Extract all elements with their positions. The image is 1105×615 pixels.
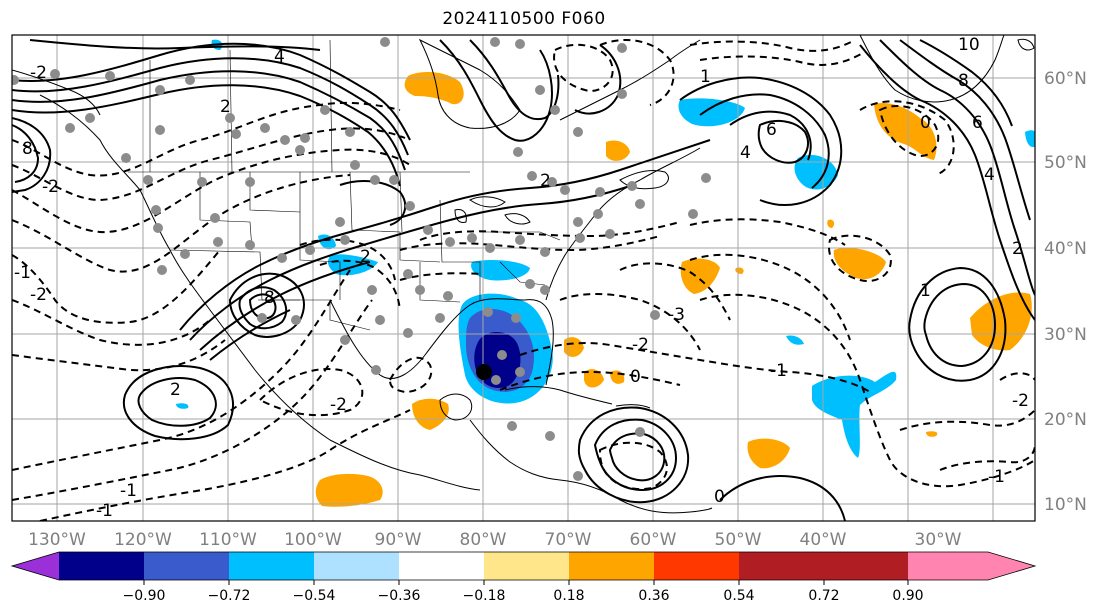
colorbar-tick: 0.90 <box>892 588 923 604</box>
solid-contours <box>12 39 1035 521</box>
colorbar-tick: −0.72 <box>208 588 251 604</box>
contour-labels: 4 2 -2 2 8 6 4 10 8 6 4 2 2 -1 -1 -2 -3 … <box>14 35 1029 521</box>
contour-label: 0 <box>920 113 931 133</box>
lon-label: 70°W <box>545 530 592 550</box>
lon-label: 60°W <box>630 530 677 550</box>
contour-label: -2 <box>1012 391 1029 411</box>
contour-label: 0 <box>714 487 725 507</box>
lon-label: 110°W <box>199 530 257 550</box>
colorbar-extend-low <box>12 552 59 580</box>
contour-label: 2 <box>220 97 231 117</box>
lat-label: 20°N <box>1044 410 1087 430</box>
dashed-contours <box>12 39 1035 521</box>
political-borders <box>128 39 561 331</box>
lat-label: 30°N <box>1044 325 1087 345</box>
station-dots <box>12 37 711 481</box>
map-title: 2024110500 F060 <box>442 9 606 29</box>
coastlines <box>12 35 1035 514</box>
contour-label: -3 <box>668 305 685 325</box>
colorbar-segment <box>569 552 654 580</box>
contour-label: 4 <box>984 165 995 185</box>
colorbar-tick: 0.72 <box>808 588 839 604</box>
lat-label: 50°N <box>1044 153 1087 173</box>
contour-label: -2 <box>30 63 47 83</box>
contour-label: 8 <box>958 71 969 91</box>
contour-label: 4 <box>740 143 751 163</box>
lon-label: 120°W <box>114 530 172 550</box>
colorbar-segment <box>314 552 399 580</box>
colorbar-segment <box>484 552 569 580</box>
lon-label: 80°W <box>460 530 507 550</box>
contour-label: 1 <box>920 281 931 301</box>
colorbar-extend-high <box>988 552 1035 580</box>
lat-label: 10°N <box>1044 495 1087 515</box>
contour-label: -1 <box>96 501 113 521</box>
contour-label: 2 <box>170 380 181 400</box>
colorbar-segment <box>824 552 908 580</box>
contour-label: 10 <box>958 35 980 55</box>
longitude-labels: 130°W 120°W 110°W 100°W 90°W 80°W 70°W 6… <box>28 530 962 550</box>
contour-label: 4 <box>274 47 285 67</box>
contour-label: -2 <box>30 285 47 305</box>
colorbar-segment <box>739 552 824 580</box>
colorbar-tick: −0.36 <box>378 588 421 604</box>
contour-label: 0 <box>630 367 641 387</box>
colorbar-tick: −0.18 <box>463 588 506 604</box>
contour-label: -2 <box>330 395 347 415</box>
colorbar-segment <box>144 552 229 580</box>
colorbar-outline <box>10 551 1037 581</box>
colorbar: −0.90 −0.72 −0.54 −0.36 −0.18 0.18 0.36 … <box>10 551 1037 604</box>
map-frame <box>11 34 1036 522</box>
contour-label: -1 <box>988 467 1005 487</box>
lat-label: 60°N <box>1044 69 1087 89</box>
contour-label: -2 <box>632 335 649 355</box>
contour-label: -2 <box>42 177 59 197</box>
contour-label: 2 <box>1012 239 1023 259</box>
lon-label: 30°W <box>915 530 962 550</box>
colorbar-segment <box>654 552 739 580</box>
colorbar-tick: 0.18 <box>553 588 584 604</box>
colorbar-segment <box>399 552 484 580</box>
colorbar-tick: 0.54 <box>723 588 754 604</box>
colorbar-segment <box>908 552 988 580</box>
lon-label: 130°W <box>28 530 86 550</box>
latitude-labels: 10°N 20°N 30°N 40°N 50°N 60°N <box>1044 69 1087 515</box>
contour-label: 2 <box>540 171 551 191</box>
colorbar-segment <box>229 552 314 580</box>
colorbar-segment <box>59 552 144 580</box>
contour-label: -1 <box>120 481 137 501</box>
contour-label: 8 <box>264 288 275 308</box>
contour-label: -1 <box>770 361 787 381</box>
colorbar-tick: −0.54 <box>293 588 336 604</box>
colorbar-tick: −0.90 <box>123 588 166 604</box>
contour-label: 1 <box>700 67 711 87</box>
lon-label: 90°W <box>375 530 422 550</box>
contour-label: 2 <box>360 247 371 267</box>
lon-label: 40°W <box>800 530 847 550</box>
colorbar-tick: 0.36 <box>638 588 669 604</box>
lon-label: 100°W <box>284 530 342 550</box>
lon-label: 50°W <box>715 530 762 550</box>
contour-label: -1 <box>14 263 31 283</box>
contour-label: 8 <box>22 139 33 159</box>
contour-label: 6 <box>972 113 983 133</box>
contour-label: 6 <box>766 120 777 140</box>
lat-label: 40°N <box>1044 239 1087 259</box>
